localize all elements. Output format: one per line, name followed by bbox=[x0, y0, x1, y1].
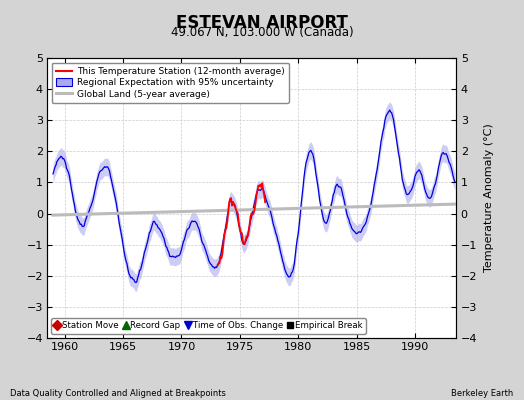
Y-axis label: Temperature Anomaly (°C): Temperature Anomaly (°C) bbox=[484, 124, 494, 272]
Text: 49.067 N, 103.000 W (Canada): 49.067 N, 103.000 W (Canada) bbox=[171, 26, 353, 39]
Text: Berkeley Earth: Berkeley Earth bbox=[451, 389, 514, 398]
Text: Data Quality Controlled and Aligned at Breakpoints: Data Quality Controlled and Aligned at B… bbox=[10, 389, 226, 398]
Text: ESTEVAN AIRPORT: ESTEVAN AIRPORT bbox=[176, 14, 348, 32]
Legend: Station Move, Record Gap, Time of Obs. Change, Empirical Break: Station Move, Record Gap, Time of Obs. C… bbox=[51, 318, 366, 334]
